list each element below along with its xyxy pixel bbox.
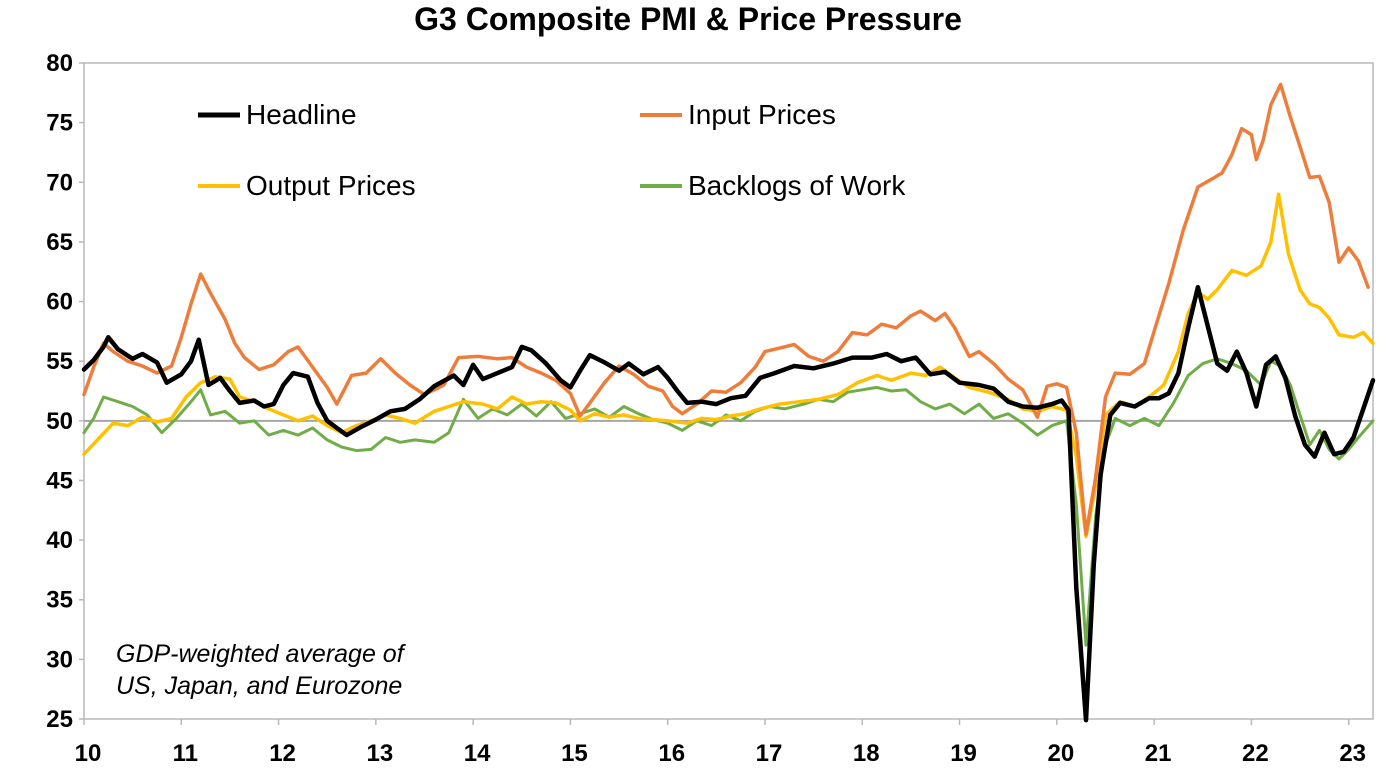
x-tick-label: 17 (756, 740, 783, 767)
y-tick-label: 60 (46, 289, 73, 316)
legend-item-headline: Headline (198, 99, 357, 130)
note-line-2: US, Japan, and Eurozone (116, 672, 402, 700)
legend-item-input-prices: Input Prices (640, 99, 836, 130)
source-note: GDP-weighted average of US, Japan, and E… (116, 640, 407, 700)
chart-title: G3 Composite PMI & Price Pressure (414, 1, 962, 37)
x-axis: 10 11 12 13 14 15 16 17 18 19 20 21 22 23 (75, 719, 1366, 767)
x-tick-label: 16 (658, 740, 685, 767)
series-line-input-prices (82, 82, 1370, 536)
y-tick-label: 50 (46, 408, 73, 435)
y-tick-label: 25 (46, 706, 73, 733)
x-tick-label: 14 (464, 740, 491, 767)
legend: Headline Input Prices Output Prices Back… (198, 99, 906, 201)
x-tick-label: 15 (561, 740, 588, 767)
legend-label-headline: Headline (246, 99, 357, 130)
y-tick-label: 70 (46, 169, 73, 196)
y-tick-label: 30 (46, 646, 73, 673)
legend-item-output-prices: Output Prices (198, 170, 416, 201)
x-tick-label: 10 (75, 740, 102, 767)
x-tick-label: 11 (173, 740, 198, 767)
x-tick-label: 20 (1047, 740, 1074, 767)
note-line-1: GDP-weighted average of (116, 640, 407, 668)
legend-label-input-prices: Input Prices (688, 99, 836, 130)
x-tick-label: 12 (269, 740, 296, 767)
y-tick-label: 35 (46, 587, 73, 614)
series-lines (81, 82, 1376, 723)
x-tick-label: 18 (853, 740, 880, 767)
series-line-output-prices (82, 192, 1375, 539)
x-tick-label: 23 (1339, 740, 1366, 767)
y-tick-label: 40 (46, 527, 73, 554)
y-tick-label: 80 (46, 50, 73, 77)
x-tick-label: 22 (1242, 740, 1269, 767)
series-line-headline (81, 284, 1376, 723)
y-tick-label: 55 (46, 348, 73, 375)
x-tick-label: 13 (366, 740, 393, 767)
x-tick-label: 21 (1145, 740, 1172, 767)
y-tick-label: 45 (46, 467, 73, 494)
legend-item-backlogs-of-work: Backlogs of Work (640, 170, 906, 201)
legend-label-backlogs-of-work: Backlogs of Work (688, 170, 906, 201)
legend-label-output-prices: Output Prices (246, 170, 416, 201)
y-tick-label: 75 (46, 110, 73, 137)
y-tick-label: 65 (46, 229, 73, 256)
y-axis: 80 75 70 65 60 55 50 45 40 35 30 25 (46, 50, 84, 733)
x-tick-label: 19 (950, 740, 977, 767)
